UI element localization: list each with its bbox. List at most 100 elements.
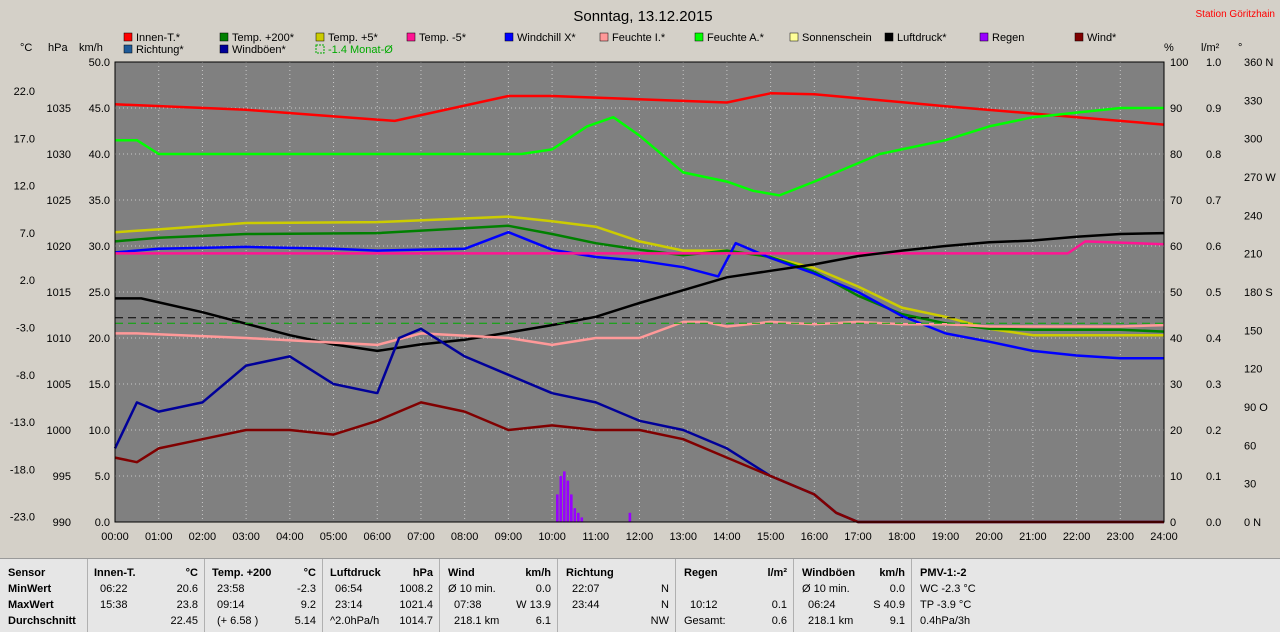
wind-tick-label: 35.0 — [89, 195, 110, 207]
x-tick-label: 05:00 — [320, 531, 348, 543]
temp-tick-label: -3.0 — [16, 323, 35, 335]
weather-chart: Sonntag, 13.12.2015 Station Göritzhain °… — [9, 8, 1277, 543]
series-layer — [113, 92, 1165, 524]
x-tick-label: 16:00 — [801, 531, 829, 543]
pressure-tick-label: 1035 — [47, 103, 71, 115]
direction-tick-label: 0 N — [1244, 517, 1261, 529]
stats-col-temp200: Temp. +200 °C 23:58 -2.3 09:14 9.2 (+ 6.… — [205, 559, 323, 632]
legend-swatch — [1074, 32, 1084, 42]
legend-swatch — [789, 32, 799, 42]
x-tick-label: 11:00 — [582, 531, 609, 543]
temp200-max-val: 9.2 — [300, 599, 316, 611]
series-line-feuchte-i — [115, 320, 1165, 347]
regen-unit: l/m² — [767, 567, 787, 579]
temp200-min-time: 23:58 — [217, 583, 245, 595]
legend-swatch — [884, 32, 894, 42]
temp200-min-val: -2.3 — [297, 583, 316, 595]
x-tick-label: 00:00 — [101, 531, 129, 543]
unit-celsius: °C — [20, 42, 32, 54]
luftdruck-header: Luftdruck — [330, 567, 381, 579]
rain-tick-label: 0.8 — [1206, 149, 1221, 161]
stats-col-pmv: PMV-1:-2 WC -2.3 °C TP -3.9 °C 0.4hPa/3h — [912, 559, 1280, 632]
station-label: Station Göritzhain — [1196, 9, 1276, 20]
wind-unit: km/h — [525, 567, 551, 579]
wind-tick-label: 40.0 — [89, 149, 110, 161]
x-tick-label: 20:00 — [975, 531, 1003, 543]
rain-bar — [559, 476, 563, 522]
wind-tick-label: 30.0 — [89, 241, 110, 253]
legend-label: Innen-T.* — [136, 32, 181, 44]
rain-bar — [570, 494, 573, 522]
regen-header: Regen — [684, 567, 718, 579]
temp200-unit: °C — [303, 567, 316, 579]
luftdruck-unit: hPa — [412, 567, 433, 579]
x-tick-label: 23:00 — [1107, 531, 1135, 543]
legend-swatch — [406, 32, 416, 42]
pmv-row1: WC -2.3 °C — [920, 583, 976, 595]
axes: 00:00 01:00 02:00 03:00 04:00 05:00 06:00 07:00… — [10, 57, 1276, 543]
direction-tick-label: 120 — [1244, 364, 1262, 376]
humidity-tick-label: 10 — [1170, 471, 1182, 483]
stats-col-windboeen: Windböen km/h Ø 10 min. 0.0 06:24 S 40.9… — [794, 559, 912, 632]
windboeen-unit: km/h — [879, 567, 905, 579]
wind-header: Wind — [448, 567, 475, 579]
windboeen-min-val: 0.0 — [889, 583, 905, 595]
direction-tick-label: 150 — [1244, 325, 1262, 337]
humidity-tick-label: 100 — [1170, 57, 1188, 69]
unit-degree: ° — [1238, 42, 1242, 54]
legend-label: Temp. +200* — [232, 32, 295, 44]
wind-max-val: W 13.9 — [516, 599, 551, 611]
rain-bar — [556, 494, 559, 522]
stats-panel: Sensor MinWert MaxWert Durchschnitt Inne… — [0, 558, 1280, 632]
luftdruck-max-val: 1021.4 — [399, 599, 433, 611]
temp-tick-label: 22.0 — [14, 86, 35, 98]
stats-col-wind: Wind km/h Ø 10 min. 0.0 07:38 W 13.9 218… — [440, 559, 558, 632]
windboeen-avg: 9.1 — [889, 615, 905, 627]
legend-label: Regen — [992, 32, 1024, 44]
regen-avg-extra: Gesamt: — [684, 615, 726, 627]
x-tick-label: 08:00 — [451, 531, 479, 543]
regen-avg: 0.6 — [771, 615, 787, 627]
rain-bar — [580, 517, 584, 522]
innen-max-val: 23.8 — [176, 599, 198, 611]
plot-border — [114, 61, 1165, 523]
series-line-windchill-x — [114, 230, 1164, 360]
wind-tick-label: 50.0 — [89, 57, 110, 69]
wind-min-val: 0.0 — [535, 583, 551, 595]
x-tick-label: 21:00 — [1019, 531, 1047, 543]
temp200-avg-extra: (+ 6.58 ) — [217, 615, 259, 627]
x-tick-label: 10:00 — [538, 531, 566, 543]
x-tick-label: 02:00 — [189, 531, 217, 543]
legend-swatch — [123, 32, 133, 42]
row-label-min: MinWert — [8, 583, 52, 595]
innen-avg: 22.45 — [170, 615, 198, 627]
humidity-tick-label: 70 — [1170, 195, 1182, 207]
luftdruck-avg-extra: ^2.0hPa/h — [330, 615, 380, 627]
rain-tick-label: 0.9 — [1206, 103, 1221, 115]
wind-tick-label: 25.0 — [89, 287, 110, 299]
humidity-tick-label: 80 — [1170, 149, 1182, 161]
temp200-header: Temp. +200 — [212, 567, 272, 579]
direction-tick-label: 240 — [1244, 210, 1262, 222]
pressure-tick-label: 1005 — [47, 379, 71, 391]
direction-tick-label: 90 O — [1244, 402, 1268, 414]
stats-col-regen: Regen l/m² 10:12 0.1 Gesamt: 0.6 — [676, 559, 794, 632]
chart-title: Sonntag, 13.12.2015 — [573, 8, 712, 25]
temp-tick-label: 17.0 — [14, 133, 35, 145]
temp-tick-label: -13.0 — [10, 417, 35, 429]
x-tick-label: 04:00 — [276, 531, 304, 543]
rain-tick-label: 0.7 — [1206, 195, 1221, 207]
stats-col-luftdruck: Luftdruck hPa 06:54 1008.2 23:14 1021.4 … — [323, 559, 440, 632]
wind-min-time: Ø 10 min. — [448, 583, 496, 595]
legend-label: Windchill X* — [517, 32, 576, 44]
windboeen-header: Windböen — [802, 567, 856, 579]
luftdruck-min-time: 06:54 — [335, 583, 363, 595]
pressure-tick-label: 1015 — [47, 287, 71, 299]
windboeen-max-time: 06:24 — [808, 599, 836, 611]
series-line-feuchte-a — [115, 106, 1164, 197]
wind-tick-label: 45.0 — [89, 103, 110, 115]
unit-percent: % — [1164, 42, 1174, 54]
wind-tick-label: 10.0 — [89, 425, 110, 437]
x-tick-label: 03:00 — [232, 531, 260, 543]
temp-tick-label: 7.0 — [20, 228, 35, 240]
